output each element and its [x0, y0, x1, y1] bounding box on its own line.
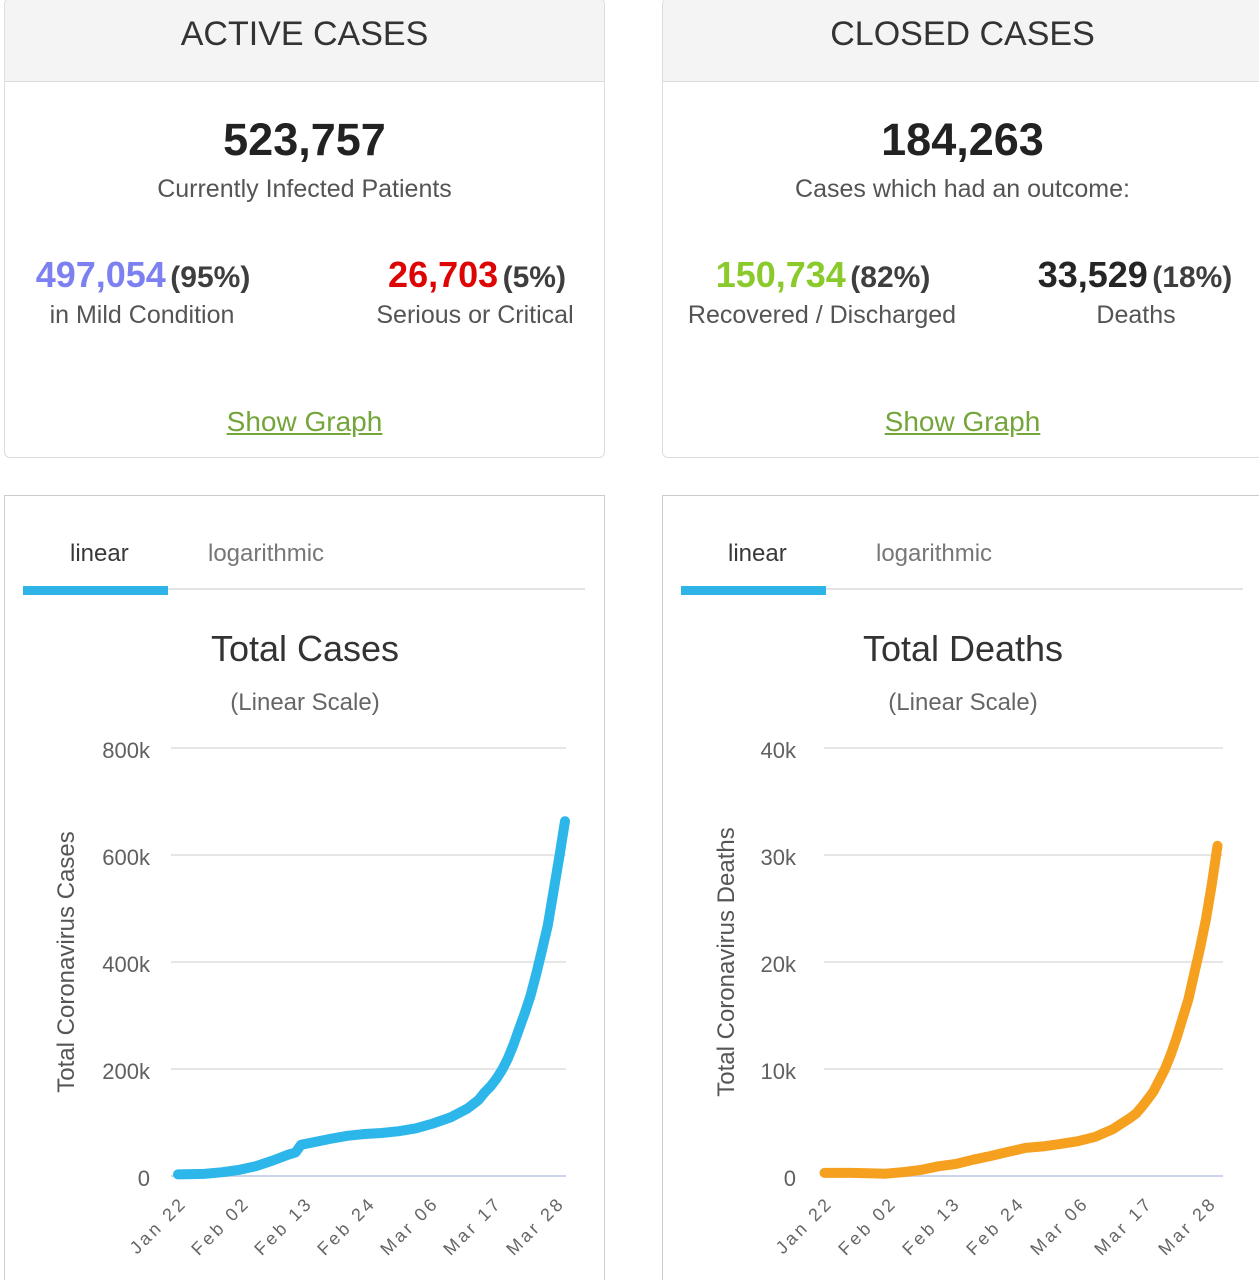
svg-text:Mar 06: Mar 06	[376, 1193, 442, 1259]
svg-text:400k: 400k	[102, 952, 151, 977]
svg-text:Feb 24: Feb 24	[962, 1193, 1029, 1260]
svg-text:10k: 10k	[761, 1059, 797, 1084]
svg-text:Feb 13: Feb 13	[250, 1193, 317, 1260]
svg-text:800k: 800k	[102, 738, 151, 763]
svg-text:Mar 06: Mar 06	[1026, 1193, 1092, 1259]
svg-text:Feb 13: Feb 13	[898, 1193, 965, 1260]
svg-text:Mar 28: Mar 28	[502, 1193, 568, 1259]
svg-text:Feb 24: Feb 24	[313, 1193, 380, 1260]
svg-text:Mar 17: Mar 17	[1090, 1193, 1156, 1259]
svg-text:Mar 28: Mar 28	[1154, 1193, 1220, 1259]
svg-text:40k: 40k	[761, 738, 797, 763]
svg-text:0: 0	[784, 1166, 796, 1191]
svg-text:Jan 22: Jan 22	[772, 1193, 837, 1258]
svg-text:20k: 20k	[761, 952, 797, 977]
svg-text:200k: 200k	[102, 1059, 151, 1084]
svg-text:600k: 600k	[102, 845, 151, 870]
svg-text:Mar 17: Mar 17	[439, 1193, 505, 1259]
svg-text:Jan 22: Jan 22	[126, 1193, 191, 1258]
svg-text:Total Coronavirus Cases: Total Coronavirus Cases	[53, 831, 80, 1092]
svg-text:Total Coronavirus Deaths: Total Coronavirus Deaths	[713, 827, 740, 1096]
svg-text:Feb 02: Feb 02	[834, 1193, 901, 1260]
svg-text:30k: 30k	[761, 845, 797, 870]
svg-text:Feb 02: Feb 02	[187, 1193, 254, 1260]
svg-text:0: 0	[138, 1166, 150, 1191]
